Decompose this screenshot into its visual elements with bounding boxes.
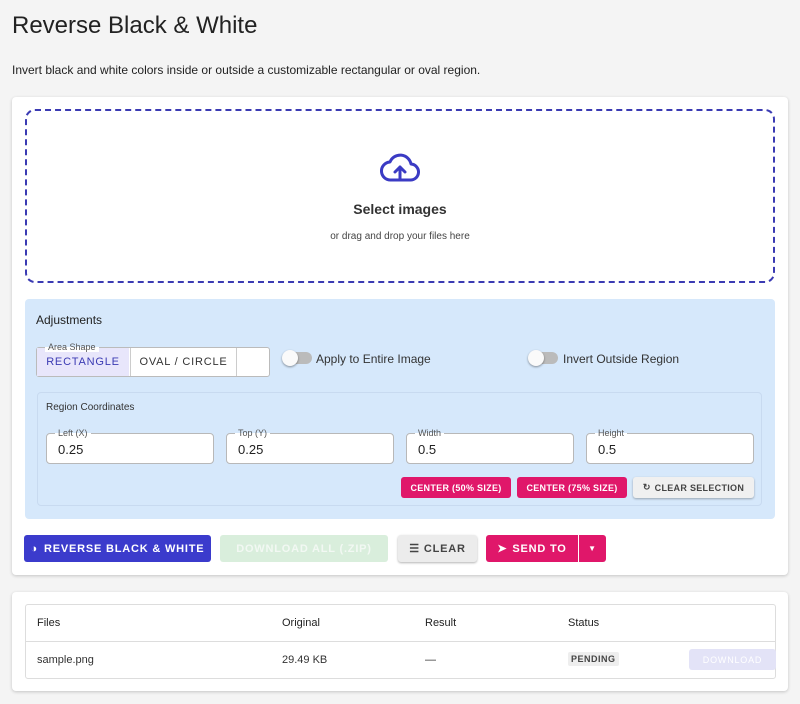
status-chip: PENDING xyxy=(568,652,619,666)
download-all-button[interactable]: DOWNLOAD ALL (.ZIP) xyxy=(220,535,388,562)
center-50-button[interactable]: CENTER (50% SIZE) xyxy=(401,477,511,498)
page-description: Invert black and white colors inside or … xyxy=(12,63,481,77)
cell: — xyxy=(425,654,436,666)
shape-option[interactable]: OVAL / CIRCLE xyxy=(130,348,237,376)
shape-label: Area Shape xyxy=(45,342,99,352)
page-title: Reverse Black & White xyxy=(12,12,258,39)
column-header: Files xyxy=(37,617,61,629)
icon: ➤ xyxy=(497,543,508,555)
region-title: Region Coordinates xyxy=(46,402,135,413)
coordinate-input[interactable]: 0.25 xyxy=(226,433,394,464)
clear-selection-button[interactable]: ↻ CLEAR SELECTION xyxy=(633,477,754,498)
button-label: CLEAR xyxy=(423,542,466,555)
column-header: Result xyxy=(425,617,457,629)
cell: 29.49 KB xyxy=(282,654,328,666)
send-to-dropdown[interactable]: ▼ xyxy=(579,535,606,562)
icon: ☰ xyxy=(409,543,420,555)
coordinate-input[interactable]: 0.5 xyxy=(406,433,574,464)
column-header: Status xyxy=(568,617,600,629)
region-box xyxy=(37,392,762,506)
upload-hint: or drag and drop your files here xyxy=(330,231,470,242)
refresh-icon: ↻ xyxy=(642,482,651,492)
toggle-label: Invert Outside Region xyxy=(563,352,680,366)
icon: ◑ xyxy=(30,542,39,555)
coordinate-input[interactable]: 0.25 xyxy=(46,433,214,464)
button-label: SEND TO xyxy=(512,542,567,555)
toggle-knob[interactable] xyxy=(282,350,298,366)
coordinate-label: Top (Y) xyxy=(235,428,271,438)
reverse-button[interactable]: ◑ REVERSE BLACK & WHITE xyxy=(24,535,211,562)
clear-button[interactable]: ☰ CLEAR xyxy=(398,535,477,562)
row-divider xyxy=(25,641,776,642)
download-button[interactable]: DOWNLOAD xyxy=(689,649,776,670)
cell: sample.png xyxy=(37,654,94,666)
toggle-label: Apply to Entire Image xyxy=(316,352,431,366)
upload-icon xyxy=(380,153,420,182)
coordinate-label: Width xyxy=(415,428,445,438)
center-75-button[interactable]: CENTER (75% SIZE) xyxy=(517,477,627,498)
column-header: Original xyxy=(282,617,320,629)
upload-title: Select images xyxy=(353,201,447,217)
dropzone[interactable] xyxy=(25,109,775,283)
shape-option[interactable]: RECTANGLE xyxy=(37,348,129,376)
adjustments-title: Adjustments xyxy=(36,313,103,327)
coordinate-label: Left (X) xyxy=(55,428,91,438)
coordinate-label: Height xyxy=(595,428,628,438)
toggle-knob[interactable] xyxy=(528,350,544,366)
button-label: REVERSE BLACK & WHITE xyxy=(44,542,205,555)
send-to-button[interactable]: ➤ SEND TO xyxy=(486,535,578,562)
button-label: CLEAR SELECTION xyxy=(654,482,745,493)
coordinate-input[interactable]: 0.5 xyxy=(586,433,754,464)
